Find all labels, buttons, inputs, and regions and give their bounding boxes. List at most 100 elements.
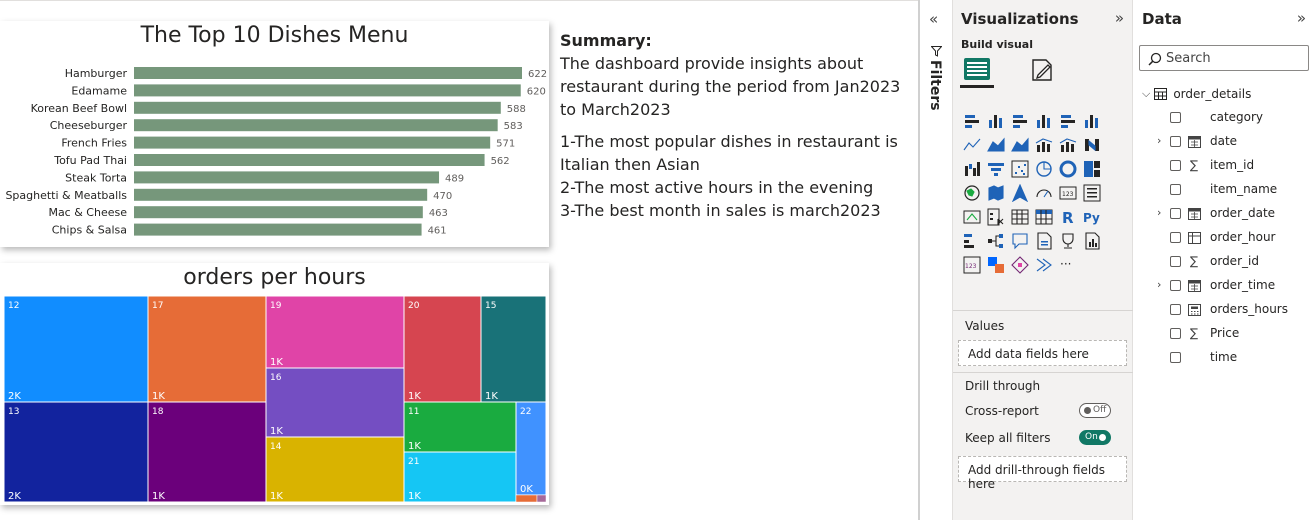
field-price[interactable]: ∑ Price — [1142, 325, 1312, 343]
bar[interactable] — [134, 223, 422, 236]
treemap-tile[interactable] — [536, 494, 547, 503]
values-drop-zone[interactable]: Add data fields here — [958, 340, 1127, 366]
field-checkbox[interactable] — [1170, 136, 1181, 147]
stacked-column-chart-icon[interactable] — [985, 110, 1007, 132]
field-checkbox[interactable] — [1170, 160, 1181, 171]
table-order-details[interactable]: ⌵ order_details — [1142, 85, 1251, 103]
treemap-tile[interactable] — [515, 401, 547, 496]
key-influencers-icon[interactable] — [961, 230, 983, 252]
donut-chart-icon[interactable] — [1057, 158, 1079, 180]
treemap-tile[interactable] — [3, 295, 149, 403]
clustered-column-chart-icon[interactable] — [1033, 110, 1055, 132]
area-chart-icon[interactable] — [985, 134, 1007, 156]
data-search-box[interactable] — [1139, 45, 1309, 71]
treemap-tile[interactable] — [3, 401, 149, 503]
smart-narrative-icon[interactable] — [1033, 230, 1055, 252]
chevron-right-icon[interactable]: › — [1157, 134, 1162, 147]
chevron-right-icon[interactable]: › — [1157, 206, 1162, 219]
treemap-tile[interactable] — [265, 295, 405, 369]
treemap-icon[interactable] — [1081, 158, 1103, 180]
field-date[interactable]: › date — [1142, 133, 1312, 151]
field-checkbox[interactable] — [1170, 184, 1181, 195]
filters-pane[interactable]: « Filters — [920, 0, 953, 520]
field-checkbox[interactable] — [1170, 352, 1181, 363]
field-checkbox[interactable] — [1170, 232, 1181, 243]
gauge-icon[interactable] — [1033, 182, 1055, 204]
bar[interactable] — [134, 206, 423, 219]
field-order_time[interactable]: › order_time — [1142, 277, 1312, 295]
100-stacked-bar-chart-icon[interactable] — [1057, 110, 1079, 132]
line-chart-icon[interactable] — [961, 134, 983, 156]
treemap-tile[interactable] — [147, 401, 267, 503]
bar[interactable] — [134, 101, 501, 114]
qa-icon[interactable] — [1009, 230, 1031, 252]
field-checkbox[interactable] — [1170, 112, 1181, 123]
line-and-stacked-column-icon[interactable] — [1033, 134, 1055, 156]
field-item_id[interactable]: ∑ item_id — [1142, 157, 1312, 175]
treemap-tile[interactable] — [403, 295, 482, 403]
build-visual-tab[interactable] — [960, 56, 994, 88]
slicer-icon[interactable] — [985, 206, 1007, 228]
treemap-tile[interactable] — [147, 295, 267, 403]
decomposition-tree-icon[interactable] — [985, 230, 1007, 252]
waterfall-chart-icon[interactable] — [961, 158, 983, 180]
bar[interactable] — [134, 136, 491, 149]
treemap-tile[interactable] — [403, 401, 517, 453]
treemap-tile[interactable] — [515, 494, 538, 503]
scatter-chart-icon[interactable] — [1009, 158, 1031, 180]
clustered-bar-chart-icon[interactable] — [1009, 110, 1031, 132]
collapse-visualizations-icon[interactable]: » — [1114, 9, 1124, 27]
bar[interactable] — [134, 84, 521, 97]
treemap-tile[interactable] — [403, 451, 517, 503]
top-dishes-bar-chart[interactable]: The Top 10 Dishes Menu Hamburger 622 Edama… — [0, 21, 549, 247]
format-visual-tab[interactable] — [1025, 56, 1059, 88]
stacked-area-chart-icon[interactable] — [1009, 134, 1031, 156]
collapse-filters-icon[interactable]: « — [929, 10, 939, 28]
field-category[interactable]: category — [1142, 109, 1312, 127]
bar[interactable] — [134, 119, 498, 132]
r-visual-icon[interactable]: R — [1057, 206, 1079, 228]
field-checkbox[interactable] — [1170, 208, 1181, 219]
line-and-clustered-column-icon[interactable] — [1057, 134, 1079, 156]
funnel-chart-icon[interactable] — [985, 158, 1007, 180]
bar[interactable] — [134, 171, 440, 184]
power-apps-icon[interactable]: 123 — [961, 254, 983, 276]
field-order_hour[interactable]: order_hour — [1142, 229, 1312, 247]
field-time[interactable]: time — [1142, 349, 1312, 367]
python-visual-icon[interactable]: Py — [1081, 206, 1103, 228]
diamond-visual-icon[interactable] — [1009, 254, 1031, 276]
treemap-tile[interactable] — [265, 367, 405, 438]
goals-icon[interactable] — [1057, 230, 1079, 252]
keep-all-filters-toggle[interactable]: On — [1079, 430, 1111, 445]
bar[interactable] — [134, 154, 485, 166]
collapse-data-icon[interactable]: » — [1296, 9, 1306, 27]
card-icon[interactable]: 123 — [1057, 182, 1079, 204]
power-automate-icon[interactable] — [985, 254, 1007, 276]
field-item_name[interactable]: item_name — [1142, 181, 1312, 199]
treemap-tile[interactable] — [265, 436, 405, 503]
search-input[interactable] — [1166, 49, 1304, 67]
field-order_date[interactable]: › order_date — [1142, 205, 1312, 223]
orders-per-hours-treemap[interactable]: orders per hours 12 2K 13 2K 17 1K 18 1K 19 1K 16 1… — [0, 263, 549, 505]
chevron-visual-icon[interactable] — [1033, 254, 1055, 276]
summary-textbox[interactable]: Summary: The dashboard provide insights … — [560, 29, 915, 222]
field-checkbox[interactable] — [1170, 280, 1181, 291]
field-orders_hours[interactable]: orders_hours — [1142, 301, 1312, 319]
filled-map-icon[interactable] — [985, 182, 1007, 204]
field-checkbox[interactable] — [1170, 304, 1181, 315]
table-icon[interactable] — [1009, 206, 1031, 228]
treemap-tile[interactable] — [480, 295, 547, 403]
bar[interactable] — [134, 188, 428, 201]
bar[interactable] — [134, 67, 522, 79]
100-stacked-column-chart-icon[interactable] — [1081, 110, 1103, 132]
ribbon-chart-icon[interactable] — [1081, 134, 1103, 156]
pie-chart-icon[interactable] — [1033, 158, 1055, 180]
chevron-right-icon[interactable]: › — [1157, 278, 1162, 291]
matrix-icon[interactable] — [1033, 206, 1055, 228]
field-checkbox[interactable] — [1170, 256, 1181, 267]
field-checkbox[interactable] — [1170, 328, 1181, 339]
stacked-bar-chart-icon[interactable] — [961, 110, 983, 132]
paginated-report-icon[interactable] — [1081, 230, 1103, 252]
map-icon[interactable] — [961, 182, 983, 204]
cross-report-toggle[interactable]: Off — [1079, 403, 1111, 418]
